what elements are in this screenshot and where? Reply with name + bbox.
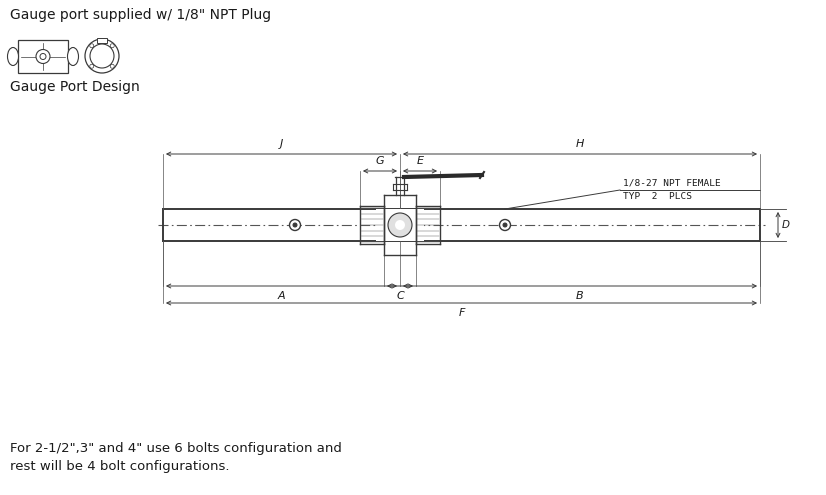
Bar (376, 209, 424, 241)
Circle shape (36, 50, 50, 63)
Bar (97, 38, 107, 43)
Circle shape (395, 220, 405, 230)
Text: G: G (376, 156, 384, 166)
Circle shape (293, 223, 297, 227)
Text: Gauge Port Design: Gauge Port Design (10, 80, 140, 94)
Circle shape (503, 223, 507, 227)
Text: D: D (782, 220, 790, 230)
Text: H: H (576, 139, 584, 149)
Ellipse shape (7, 48, 18, 65)
Text: rest will be 4 bolt configurations.: rest will be 4 bolt configurations. (10, 460, 230, 473)
Circle shape (289, 219, 301, 231)
Circle shape (90, 64, 93, 68)
Ellipse shape (68, 48, 78, 65)
Text: Gauge port supplied w/ 1/8" NPT Plug: Gauge port supplied w/ 1/8" NPT Plug (10, 8, 271, 22)
Text: E: E (416, 156, 424, 166)
Circle shape (90, 44, 93, 48)
Circle shape (388, 213, 412, 237)
Circle shape (110, 64, 114, 68)
Text: J: J (280, 139, 283, 149)
Circle shape (85, 39, 119, 73)
Bar (18, 40, 68, 73)
Circle shape (500, 219, 510, 231)
Text: F: F (458, 308, 465, 318)
Text: C: C (396, 291, 404, 301)
Circle shape (110, 44, 114, 48)
Text: A: A (278, 291, 285, 301)
Circle shape (90, 44, 114, 68)
Circle shape (40, 53, 46, 59)
Text: TYP  2  PLCS: TYP 2 PLCS (623, 192, 692, 201)
Text: 1/8-27 NPT FEMALE: 1/8-27 NPT FEMALE (623, 178, 721, 187)
Text: B: B (577, 291, 584, 301)
Text: For 2-1/2",3" and 4" use 6 bolts configuration and: For 2-1/2",3" and 4" use 6 bolts configu… (10, 442, 342, 455)
